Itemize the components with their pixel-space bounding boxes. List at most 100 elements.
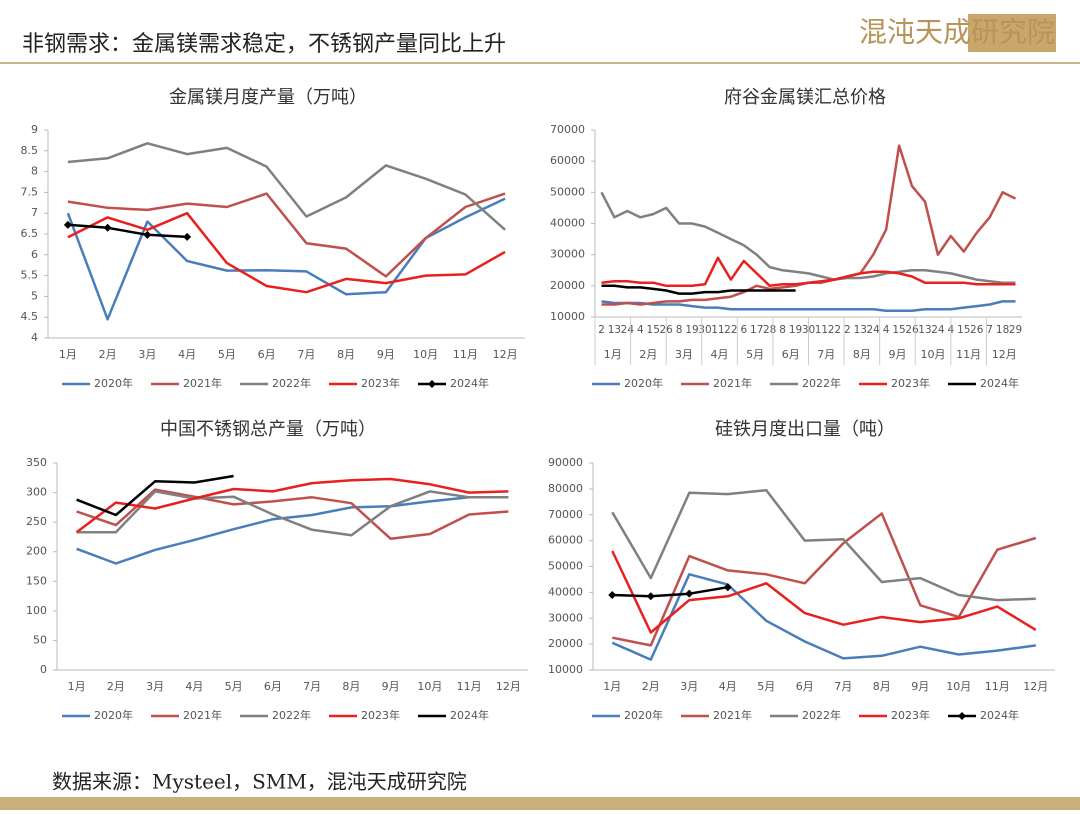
x-tick-label: 4月	[185, 680, 203, 693]
y-tick-label: 8.5	[21, 144, 39, 157]
chart-title: 府谷金属镁汇总价格	[724, 87, 886, 108]
y-tick-label: 70000	[548, 508, 583, 521]
x-tick-label: 13	[854, 324, 867, 336]
legend-label: 2020年	[624, 708, 663, 722]
x-tick-label: 5月	[757, 680, 775, 693]
y-tick-label: 40000	[550, 217, 585, 230]
x-tick-label: 26	[970, 324, 984, 336]
series-line	[601, 284, 796, 295]
y-tick-label: 20000	[548, 637, 583, 650]
x-tick-label: 8	[676, 324, 683, 336]
x-tick-label: 3月	[680, 680, 698, 693]
x-tick-label: 4	[883, 324, 890, 336]
y-tick-label: 60000	[548, 534, 583, 547]
x-tick-label: 8月	[337, 348, 355, 361]
legend-label: 2023年	[361, 376, 400, 390]
month-label: 8月	[853, 348, 871, 361]
legend-label: 2022年	[802, 708, 841, 722]
point-marker	[608, 590, 617, 599]
x-tick-label: 7	[986, 324, 993, 336]
x-tick-label: 22	[724, 324, 737, 336]
legend-label: 2024年	[450, 708, 489, 722]
x-tick-label: 10月	[413, 348, 438, 361]
series-line	[611, 488, 1036, 602]
series-line	[76, 488, 509, 540]
x-tick-label: 26	[905, 324, 919, 336]
x-tick-label: 8	[779, 324, 786, 336]
x-tick-label: 13	[918, 324, 931, 336]
y-tick-label: 0	[40, 663, 47, 676]
y-tick-label: 6.5	[21, 227, 39, 240]
y-tick-label: 250	[26, 515, 47, 528]
x-tick-label: 15	[647, 324, 660, 336]
y-tick-label: 200	[26, 545, 47, 558]
x-tick-label: 2	[598, 324, 605, 336]
y-tick-label: 350	[26, 456, 47, 469]
month-label: 11月	[956, 348, 981, 361]
month-label: 1月	[604, 348, 622, 361]
series-line	[601, 144, 1017, 306]
series-line	[75, 477, 509, 534]
legend-label: 2021年	[183, 708, 222, 722]
y-tick-label: 50000	[550, 185, 585, 198]
month-label: 4月	[711, 348, 729, 361]
y-tick-label: 30000	[548, 611, 583, 624]
x-tick-label: 2月	[99, 348, 117, 361]
x-tick-label: 6月	[264, 680, 282, 693]
x-tick-label: 17	[750, 324, 763, 336]
chart-title: 金属镁月度产量（万吨）	[169, 87, 367, 108]
x-tick-label: 11月	[453, 348, 478, 361]
legend-label: 2020年	[94, 376, 133, 390]
x-tick-label: 13	[608, 324, 621, 336]
x-tick-label: 24	[621, 324, 635, 336]
logo: 混沌天成研究院	[859, 16, 1055, 49]
y-tick-label: 9	[31, 123, 38, 136]
series-line	[601, 256, 1016, 288]
x-tick-label: 30	[698, 324, 711, 336]
legend-label: 2023年	[891, 708, 930, 722]
x-tick-label: 6月	[258, 348, 276, 361]
month-label: 9月	[888, 348, 906, 361]
x-tick-label: 8月	[342, 680, 360, 693]
x-tick-label: 2月	[642, 680, 660, 693]
x-tick-label: 4	[637, 324, 644, 336]
x-tick-label: 11	[815, 324, 828, 336]
x-tick-label: 8月	[873, 680, 891, 693]
x-tick-label: 11月	[985, 680, 1010, 693]
point-marker	[646, 592, 655, 601]
y-tick-label: 6	[31, 248, 38, 261]
x-tick-label: 4月	[719, 680, 737, 693]
x-tick-label: 4月	[178, 348, 196, 361]
legend-label: 2024年	[980, 376, 1019, 390]
x-tick-label: 15	[957, 324, 970, 336]
y-tick-label: 70000	[550, 123, 585, 136]
legend-label: 2022年	[272, 376, 311, 390]
legend-marker	[428, 380, 436, 388]
x-tick-label: 12月	[1023, 680, 1048, 693]
x-tick-label: 7月	[297, 348, 315, 361]
x-tick-label: 6	[740, 324, 747, 336]
y-tick-label: 90000	[548, 456, 583, 469]
legend-label: 2020年	[624, 376, 663, 390]
logo-box	[968, 14, 1056, 52]
y-tick-label: 40000	[548, 585, 583, 598]
legend-label: 2021年	[183, 376, 222, 390]
legend-label: 2020年	[94, 708, 133, 722]
legend-label: 2023年	[361, 708, 400, 722]
month-label: 2月	[639, 348, 657, 361]
x-tick-label: 3月	[138, 348, 156, 361]
legend-label: 2022年	[272, 708, 311, 722]
x-tick-label: 3月	[146, 680, 164, 693]
x-tick-label: 22	[828, 324, 841, 336]
legend-label: 2021年	[713, 376, 752, 390]
series-line	[76, 490, 509, 537]
y-tick-label: 30000	[550, 248, 585, 261]
series-line	[67, 192, 506, 278]
month-label: 3月	[675, 348, 693, 361]
series-line	[600, 191, 1016, 284]
y-tick-label: 50000	[548, 560, 583, 573]
legend-marker	[958, 712, 966, 720]
y-tick-label: 4.5	[21, 310, 39, 323]
point-marker	[685, 589, 694, 598]
